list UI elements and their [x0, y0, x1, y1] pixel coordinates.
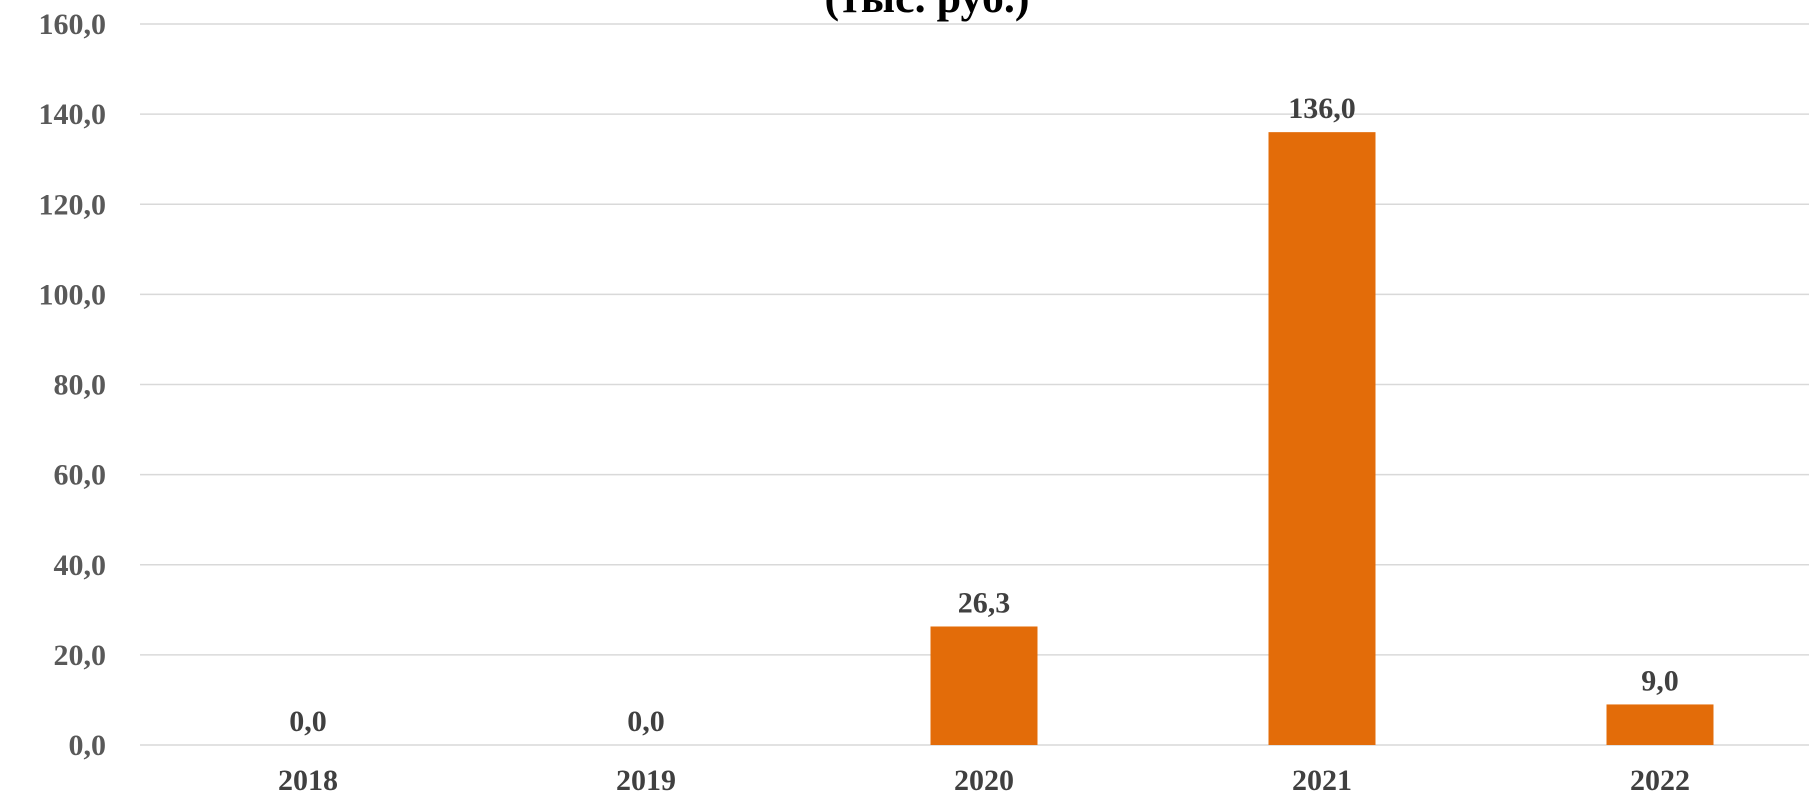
x-category-label: 2019 — [616, 764, 676, 796]
y-tick-label: 40,0 — [54, 549, 107, 582]
x-category-label: 2021 — [1292, 764, 1352, 796]
y-tick-label: 160,0 — [39, 8, 107, 41]
y-tick-label: 60,0 — [54, 459, 107, 492]
x-category-label: 2022 — [1630, 764, 1690, 796]
y-tick-label: 20,0 — [54, 639, 107, 672]
data-label-2019: 0,0 — [627, 705, 665, 738]
bar-2020 — [930, 626, 1038, 745]
y-tick-label: 100,0 — [39, 278, 107, 311]
data-label-2020: 26,3 — [958, 586, 1011, 619]
bar-2021 — [1268, 132, 1376, 745]
data-labels: 0,0 0,0 26,3 136,0 9,0 — [289, 92, 1679, 738]
x-category-label: 2020 — [954, 764, 1014, 796]
y-tick-label: 140,0 — [39, 98, 107, 131]
x-category-label: 2018 — [278, 764, 338, 796]
data-label-2021: 136,0 — [1288, 92, 1356, 125]
bar-2022 — [1606, 704, 1714, 745]
y-tick-label: 120,0 — [39, 188, 107, 221]
gridlines — [140, 23, 1809, 746]
y-axis-tick-labels: 0,0 20,0 40,0 60,0 80,0 100,0 120,0 140,0 160,0 — [39, 8, 107, 762]
chart-title: (тыс. руб.) — [824, 0, 1029, 22]
data-label-2018: 0,0 — [289, 705, 327, 738]
y-tick-label: 0,0 — [69, 729, 107, 762]
y-tick-label: 80,0 — [54, 369, 107, 402]
data-label-2022: 9,0 — [1641, 664, 1679, 697]
bars — [930, 132, 1714, 745]
x-axis-category-labels: 2018 2019 2020 2021 2022 — [278, 764, 1690, 796]
